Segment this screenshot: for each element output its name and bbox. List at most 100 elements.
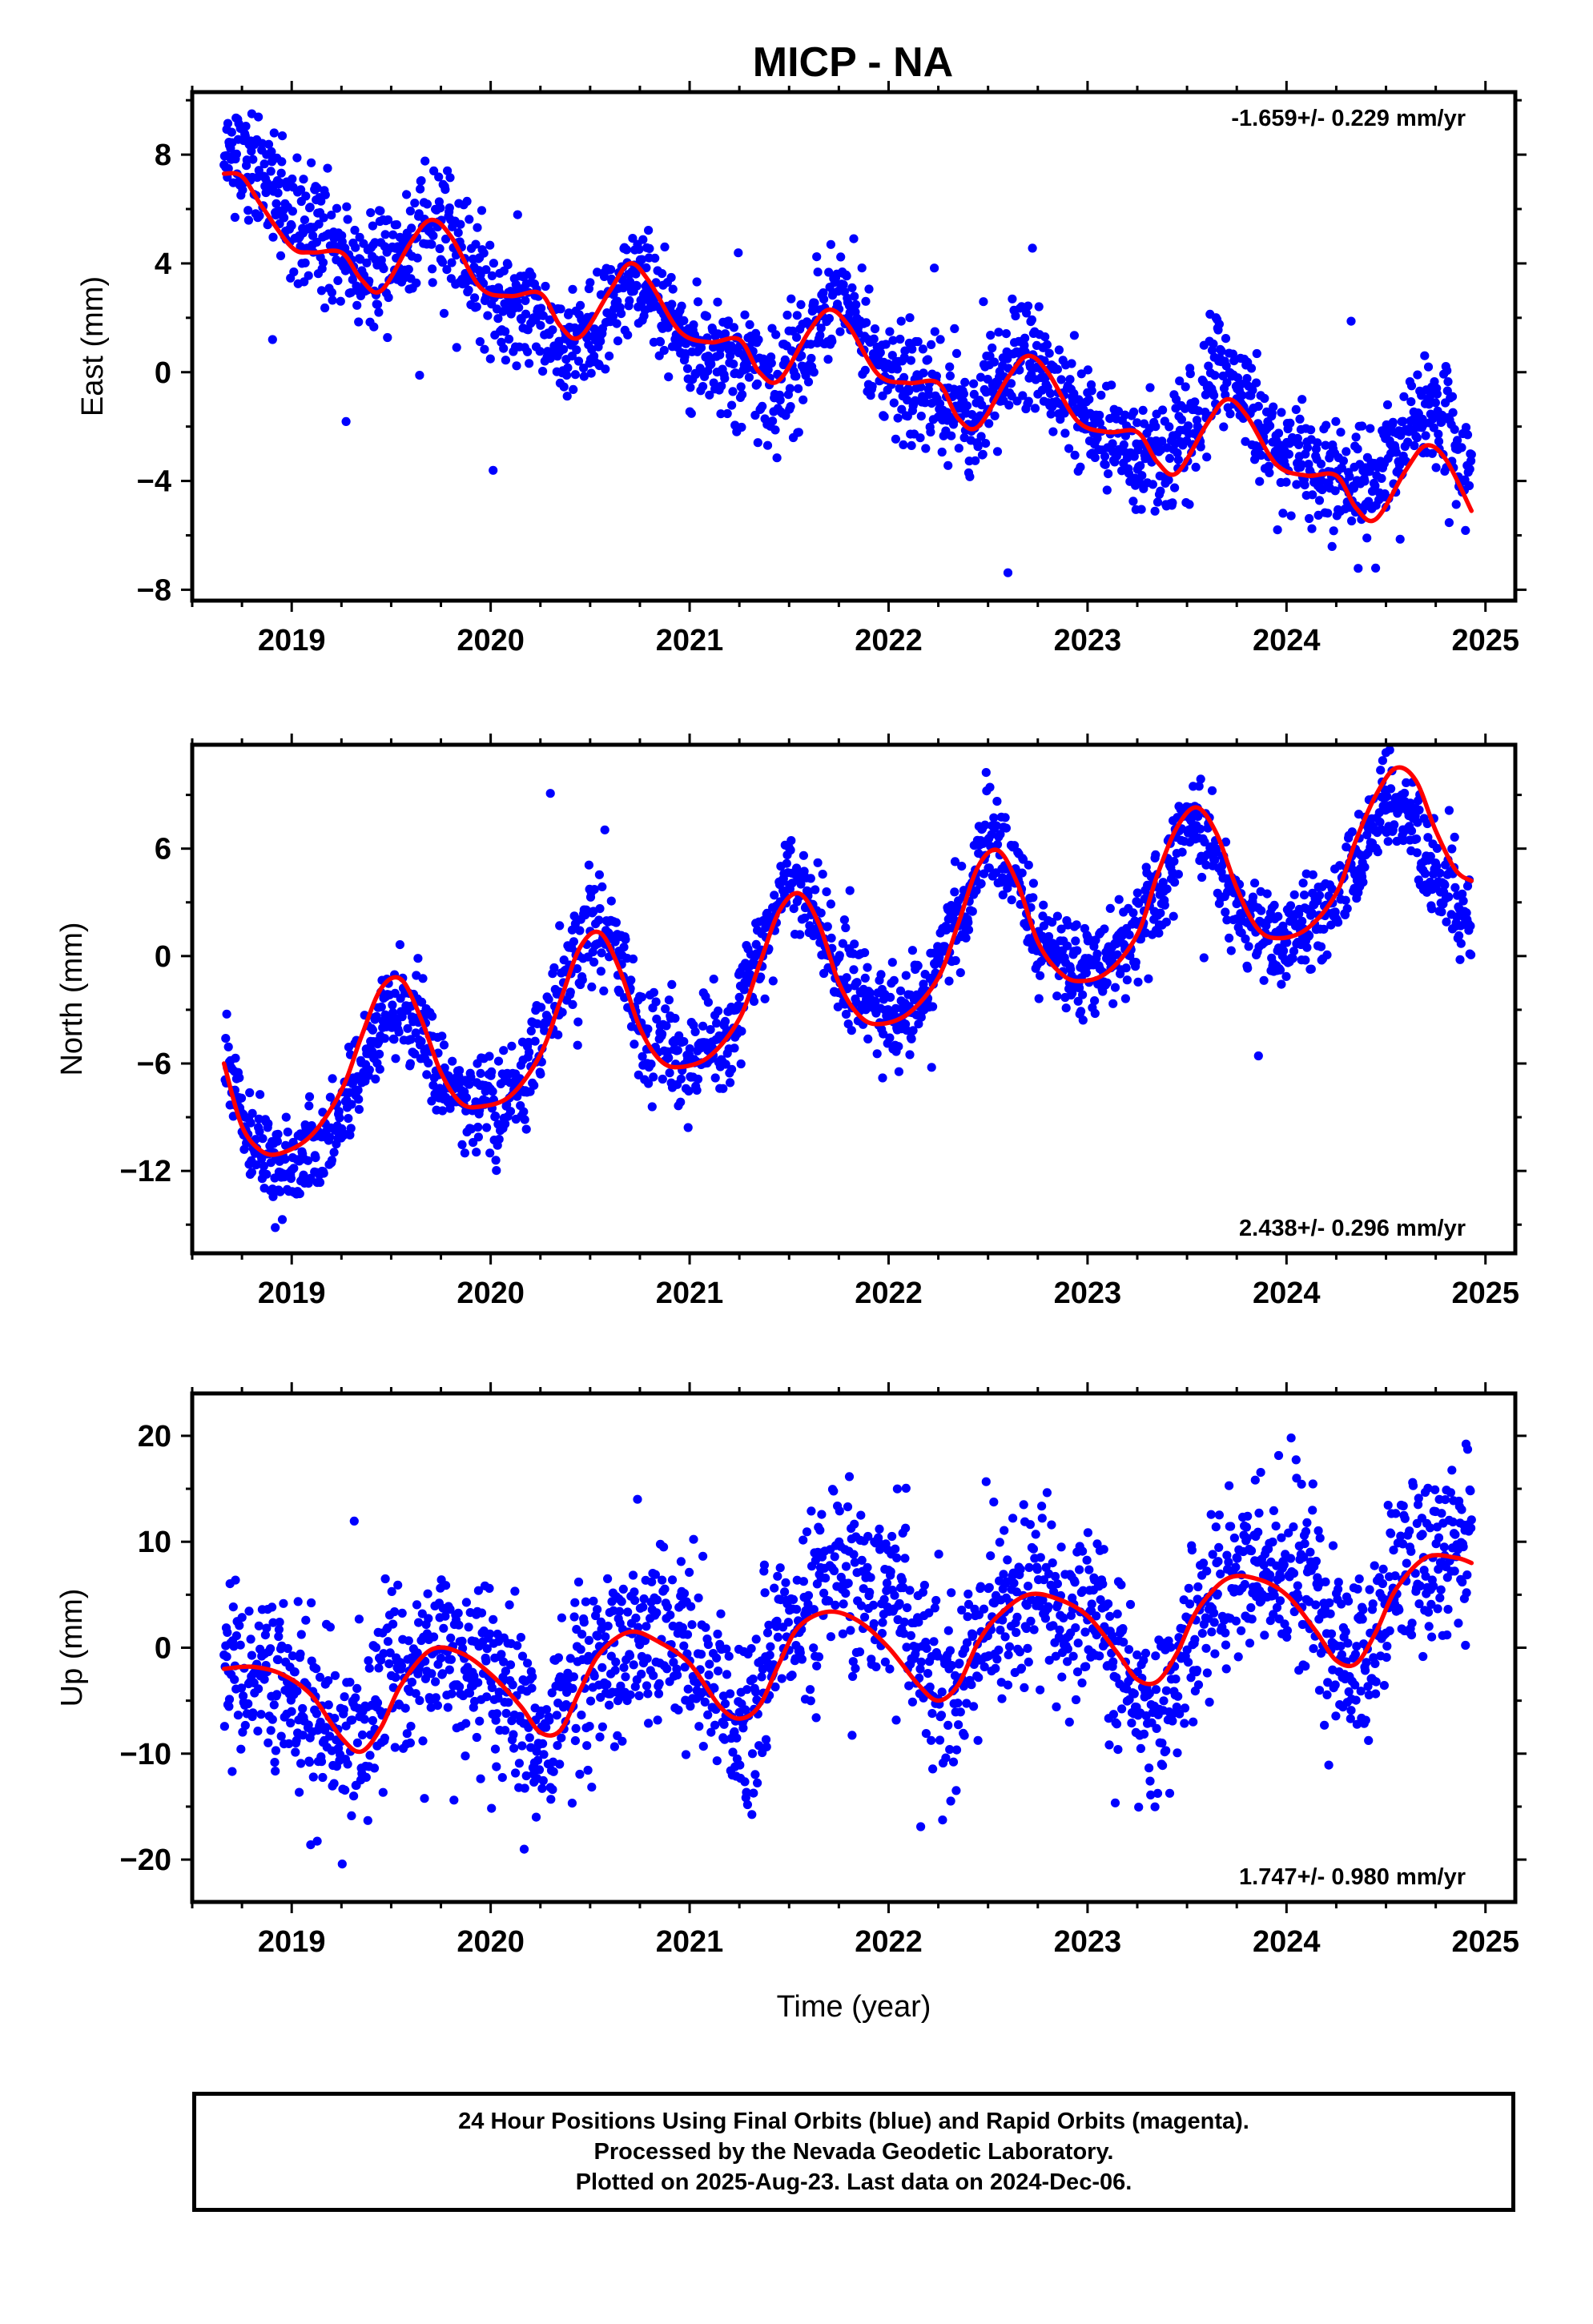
east-position-point [1044,348,1054,358]
north-position-point [914,1019,923,1029]
north-position-point [262,1169,272,1179]
up-position-point [325,1622,335,1632]
up-position-point [570,1598,580,1607]
east-position-point [713,297,722,307]
east-position-point [1464,480,1474,491]
north-position-point [1039,900,1048,910]
east-position-point [499,344,509,353]
north-position-point [281,1112,291,1122]
up-position-point [631,1613,641,1623]
east-position-point [1347,516,1357,526]
east-position-point [521,309,531,319]
north-position-point [1081,968,1091,978]
north-position-point [981,768,991,778]
east-position-point [1172,395,1181,404]
up-position-point [306,1840,316,1850]
up-position-point [391,1673,400,1683]
east-position-point [1173,448,1182,458]
east-x-tick-label: 2020 [457,624,525,657]
up-position-point [517,1741,527,1751]
east-position-point [892,364,902,374]
north-position-point [827,933,836,943]
east-position-point [1070,450,1080,460]
up-position-point [304,1720,313,1730]
east-position-point [1237,380,1246,389]
up-position-point [642,1654,652,1663]
east-position-point [538,311,548,320]
up-position-point [387,1586,396,1596]
up-position-point [404,1636,413,1646]
east-position-point [1388,417,1398,427]
up-position-point [654,1689,664,1699]
north-position-point [720,1016,730,1026]
north-position-point [488,1087,497,1096]
north-position-point [428,1011,437,1021]
east-position-point [891,434,900,444]
north-position-point [472,1148,481,1157]
north-position-point [842,973,851,983]
east-position-point [918,344,927,354]
north-position-point [1071,936,1080,946]
north-position-point [303,1156,313,1165]
north-position-point [311,1153,320,1163]
north-position-point [573,1017,583,1027]
north-position-point [770,891,779,900]
north-position-point [597,882,607,891]
east-position-point [962,401,972,411]
up-position-point [630,1682,640,1691]
east-position-point [850,292,859,301]
north-position-point [555,921,565,931]
east-position-point [766,358,776,368]
up-position-point [312,1664,321,1674]
east-position-point [585,278,595,287]
east-position-point [473,223,482,232]
up-position-point [719,1719,729,1729]
east-y-axis-title: East (mm) [76,276,110,416]
east-position-point [481,265,491,275]
north-position-point [638,1051,647,1061]
north-position-point [1170,878,1180,887]
east-position-point [907,344,917,354]
east-position-point [273,188,283,198]
east-position-point [1151,422,1161,432]
north-position-point [646,1059,656,1069]
east-position-point [462,196,472,206]
up-position-point [630,1587,639,1597]
north-position-point [1454,931,1464,940]
north-position-point [545,789,555,798]
up-position-point [445,1665,454,1675]
north-position-point [493,1056,504,1066]
north-position-point [1207,786,1217,795]
north-position-point [630,1039,639,1049]
up-position-point [235,1640,245,1650]
east-position-point [1119,440,1128,450]
north-position-point [413,954,423,963]
east-position-point [1056,375,1066,384]
east-position-point [428,278,437,287]
east-position-point [1016,302,1027,312]
east-position-point [895,334,905,344]
east-position-point [416,176,426,186]
up-position-point [583,1765,593,1775]
north-position-point [1269,900,1279,910]
north-position-point [1373,847,1382,857]
east-position-point [899,440,908,450]
north-position-point [1056,924,1066,934]
north-position-point [268,1192,278,1201]
north-position-point [1444,806,1454,815]
up-position-point [457,1636,467,1646]
east-position-point [896,316,906,326]
north-position-point [1383,837,1393,846]
east-position-point [1003,354,1012,364]
north-position-point [1226,946,1236,955]
east-position-point [1104,469,1113,479]
north-position-point [950,887,959,897]
east-position-point [737,422,746,432]
north-position-point [519,1107,529,1116]
east-position-point [1185,500,1194,509]
east-position-point [374,308,384,317]
up-position-point [603,1574,613,1583]
up-position-point [351,1693,360,1703]
east-position-point [935,335,945,344]
north-position-point [388,1000,397,1010]
